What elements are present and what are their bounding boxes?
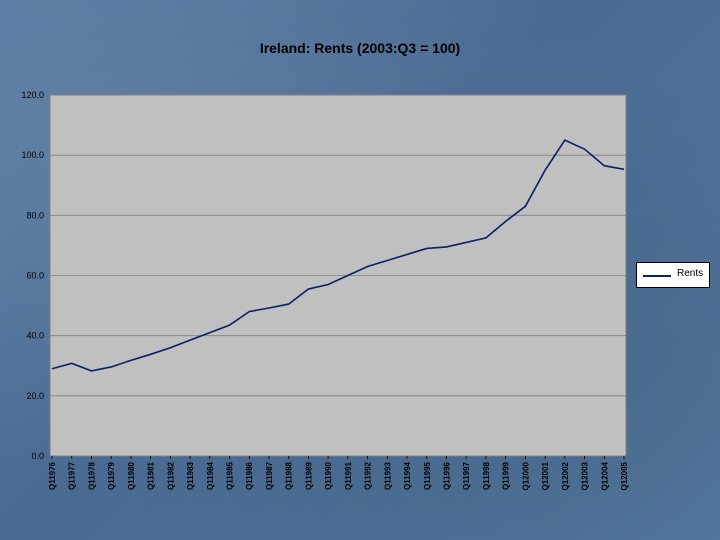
y-tick-label: 120.0	[21, 90, 44, 100]
x-tick-label: Q11984	[206, 461, 215, 490]
x-tick-label: Q11995	[423, 461, 432, 490]
y-tick-label: 60.0	[26, 271, 44, 281]
x-tick-label: Q11994	[403, 461, 412, 490]
legend-swatch-rents	[643, 275, 671, 277]
y-tick-label: 100.0	[21, 150, 44, 160]
x-tick-label: Q11982	[166, 461, 175, 490]
x-tick-label: Q11998	[482, 461, 491, 490]
x-tick-label: Q12001	[541, 461, 550, 490]
y-axis: 0.0 20.0 40.0 60.0 80.0 100.0 120.0	[21, 90, 44, 461]
y-tick-label: 40.0	[26, 331, 44, 341]
x-tick-label: Q11980	[127, 461, 136, 490]
x-tick-label: Q12002	[561, 461, 570, 490]
x-tick-label: Q11978	[87, 461, 96, 490]
y-tick-label: 0.0	[31, 451, 44, 461]
x-tick-label: Q11985	[226, 461, 235, 490]
x-tick-label: Q11979	[107, 461, 116, 490]
x-tick-label: Q11996	[442, 461, 451, 490]
x-tick-label: Q11989	[304, 461, 313, 490]
x-tick-label: Q11993	[383, 461, 392, 490]
x-tick-label: Q11991	[344, 461, 353, 490]
x-tick-label: Q12003	[581, 461, 590, 490]
x-tick-label: Q11983	[186, 461, 195, 490]
x-tick-label: Q11981	[147, 461, 156, 490]
legend: Rents	[636, 262, 710, 288]
x-tick-label: Q11990	[324, 461, 333, 490]
y-tick-label: 80.0	[26, 210, 44, 220]
series-line-rents	[51, 139, 625, 372]
x-tick-label: Q11977	[68, 461, 77, 490]
chart-title: Ireland: Rents (2003:Q3 = 100)	[259, 40, 461, 56]
x-tick-label: Q12000	[521, 461, 530, 490]
x-tick-label: Q11986	[245, 461, 254, 490]
x-tick-label: Q12004	[600, 461, 609, 490]
x-axis: Q11976 Q11977 Q11978 Q11979 Q11980 Q11981 Q119…	[48, 456, 629, 490]
x-tick-label: Q11988	[285, 461, 294, 490]
x-tick-label: Q11987	[265, 461, 274, 490]
x-tick-label: Q11997	[462, 461, 471, 490]
gridlines	[50, 154, 626, 397]
x-tick-label: Q11992	[364, 461, 373, 490]
x-tick-label: Q12005	[620, 461, 629, 490]
x-tick-label: Q11976	[48, 461, 57, 490]
x-tick-label: Q11999	[502, 461, 511, 490]
legend-label-rents: Rents	[677, 268, 704, 279]
y-tick-label: 20.0	[26, 391, 44, 401]
